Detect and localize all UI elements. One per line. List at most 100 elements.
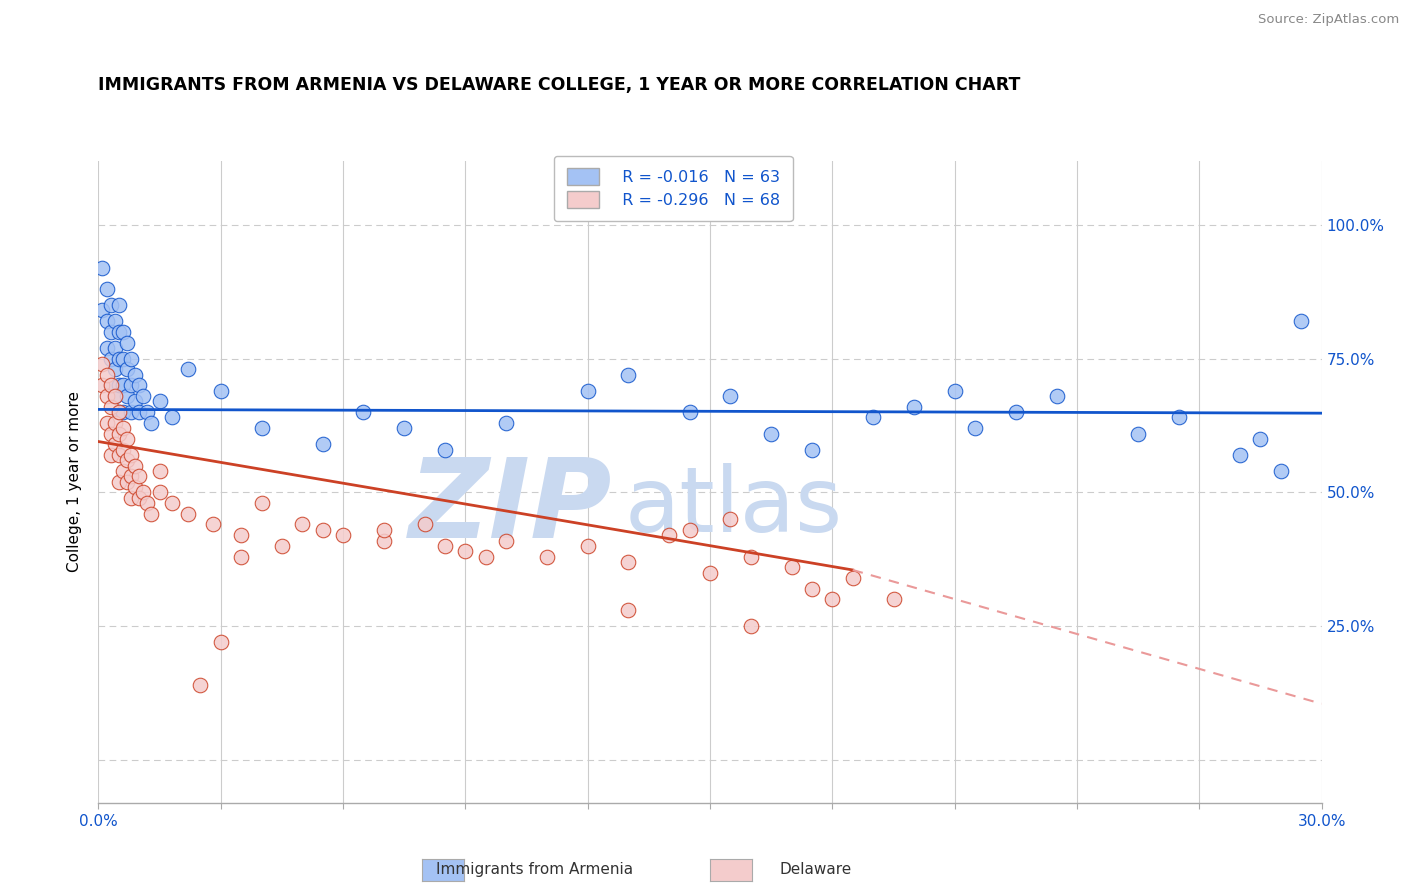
Point: [699, 566, 721, 580]
Point: [740, 619, 762, 633]
Point: [100, 448, 122, 462]
Point: [720, 512, 742, 526]
Point: [111, 421, 134, 435]
Point: [617, 368, 640, 382]
Point: [801, 442, 824, 457]
Point: [124, 458, 146, 473]
Point: [91, 357, 114, 371]
Point: [495, 416, 517, 430]
Point: [120, 405, 142, 419]
Point: [1004, 405, 1026, 419]
Point: [352, 405, 374, 419]
Point: [120, 378, 142, 392]
Point: [115, 389, 138, 403]
Point: [96, 416, 118, 430]
Point: [413, 517, 436, 532]
Point: [100, 325, 122, 339]
Point: [679, 523, 702, 537]
Point: [495, 533, 517, 548]
Point: [141, 416, 163, 430]
Point: [373, 533, 395, 548]
Point: [115, 475, 138, 489]
Point: [128, 491, 150, 505]
Point: [1249, 432, 1271, 446]
Point: [91, 378, 114, 392]
Point: [100, 378, 122, 392]
Point: [108, 351, 131, 366]
Point: [108, 298, 131, 312]
Point: [209, 384, 232, 398]
Point: [96, 389, 118, 403]
Point: [177, 507, 200, 521]
Point: [392, 421, 416, 435]
Point: [100, 298, 122, 312]
Point: [821, 592, 844, 607]
Point: [312, 523, 335, 537]
Point: [108, 405, 131, 419]
Point: [1167, 410, 1189, 425]
Text: atlas: atlas: [624, 463, 842, 551]
Point: [100, 378, 122, 392]
Point: [104, 437, 127, 451]
Text: Source: ZipAtlas.com: Source: ZipAtlas.com: [1258, 13, 1399, 27]
Point: [124, 394, 146, 409]
Point: [658, 528, 681, 542]
Point: [1128, 426, 1150, 441]
Point: [111, 351, 134, 366]
Point: [291, 517, 314, 532]
Point: [124, 368, 146, 382]
Point: [1291, 314, 1313, 328]
Point: [111, 325, 134, 339]
Point: [91, 260, 114, 275]
Point: [115, 362, 138, 376]
Point: [188, 678, 212, 692]
Point: [965, 421, 987, 435]
Text: IMMIGRANTS FROM ARMENIA VS DELAWARE COLLEGE, 1 YEAR OR MORE CORRELATION CHART: IMMIGRANTS FROM ARMENIA VS DELAWARE COLL…: [98, 76, 1021, 94]
Point: [124, 480, 146, 494]
Point: [149, 485, 172, 500]
Point: [312, 437, 335, 451]
Point: [434, 539, 457, 553]
Point: [201, 517, 224, 532]
Point: [250, 496, 273, 510]
Point: [100, 351, 122, 366]
Point: [104, 389, 127, 403]
Point: [100, 400, 122, 414]
Point: [373, 523, 395, 537]
Point: [115, 453, 138, 467]
Point: [111, 442, 134, 457]
Point: [128, 405, 150, 419]
Point: [91, 303, 114, 318]
Text: Delaware: Delaware: [779, 863, 852, 877]
Point: [115, 335, 138, 350]
Point: [108, 448, 131, 462]
Point: [115, 432, 138, 446]
Point: [617, 555, 640, 569]
Point: [160, 410, 183, 425]
Point: [761, 426, 783, 441]
Point: [862, 410, 884, 425]
Point: [841, 571, 863, 585]
Point: [1270, 464, 1292, 478]
Text: ZIP: ZIP: [409, 454, 612, 561]
Point: [576, 384, 599, 398]
Point: [270, 539, 294, 553]
Point: [111, 464, 134, 478]
Point: [576, 539, 599, 553]
Point: [108, 378, 131, 392]
Point: [231, 528, 253, 542]
Legend:   R = -0.016   N = 63,   R = -0.296   N = 68: R = -0.016 N = 63, R = -0.296 N = 68: [554, 156, 793, 221]
Point: [120, 351, 142, 366]
Point: [120, 469, 142, 483]
Point: [1229, 448, 1251, 462]
Point: [104, 362, 127, 376]
Point: [332, 528, 354, 542]
Point: [132, 485, 155, 500]
Point: [141, 507, 163, 521]
Point: [108, 426, 131, 441]
Point: [100, 426, 122, 441]
Point: [108, 405, 131, 419]
Point: [96, 368, 118, 382]
Point: [128, 378, 150, 392]
Point: [111, 378, 134, 392]
